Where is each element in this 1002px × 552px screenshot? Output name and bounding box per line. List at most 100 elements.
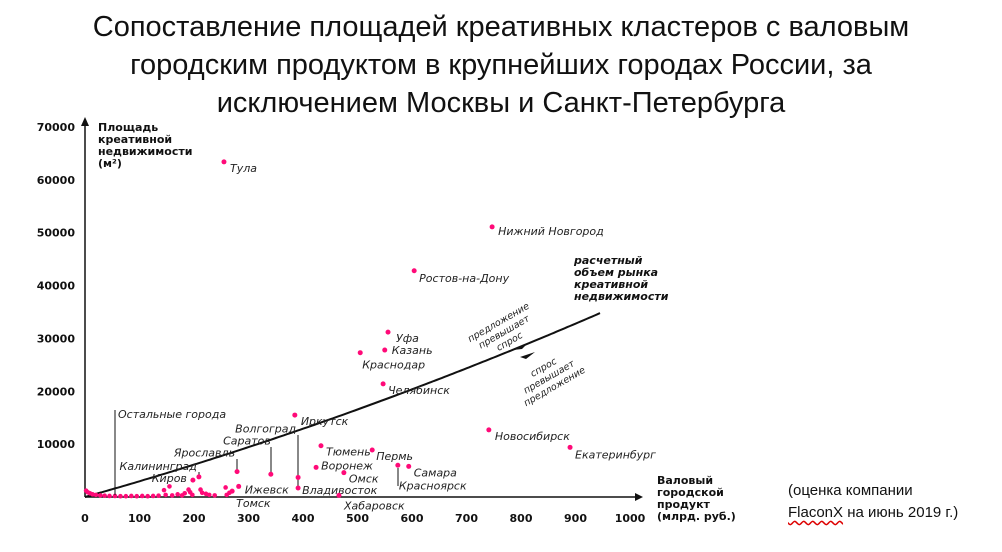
- x-axis-label: продукт: [657, 498, 711, 511]
- note-brand: FlaconX: [788, 504, 844, 521]
- city-point: [295, 485, 301, 491]
- city-label: Иркутск: [301, 415, 349, 428]
- y-tick-label: 60000: [37, 174, 76, 187]
- other-cities-label: Остальные города: [118, 408, 226, 421]
- y-tick-label: 70000: [37, 121, 76, 134]
- other-city-point: [156, 493, 161, 498]
- other-city-point: [150, 493, 156, 499]
- city-point: [234, 469, 240, 475]
- city-point: [196, 474, 202, 480]
- city-point: [295, 474, 301, 480]
- city-label: Ярославль: [173, 447, 235, 460]
- city-point: [369, 447, 375, 453]
- city-label: Тюмень: [326, 446, 371, 459]
- city-label: Омск: [349, 473, 379, 486]
- other-city-point: [139, 493, 145, 499]
- other-city-point: [175, 492, 180, 497]
- other-city-point: [129, 493, 134, 499]
- city-label: Екатеринбург: [575, 448, 656, 461]
- other-city-point: [145, 493, 150, 499]
- other-city-point: [102, 493, 107, 498]
- city-point: [357, 350, 363, 356]
- x-axis-arrow: [635, 493, 643, 501]
- other-city-point: [223, 485, 228, 490]
- other-city-point: [97, 493, 103, 498]
- other-city-point: [199, 490, 205, 496]
- market-volume-curve: [84, 312, 601, 498]
- chart-title: Сопоставление площадей креативных класте…: [0, 8, 1002, 122]
- other-city-point: [107, 493, 112, 499]
- y-tick-label: 30000: [37, 332, 76, 345]
- city-label: Пермь: [376, 450, 413, 463]
- source-note: (оценка компании FlaconX на июнь 2019 г.…: [788, 480, 958, 524]
- x-tick-label: 200: [183, 512, 206, 525]
- y-axis-label: Площадь: [98, 121, 158, 134]
- note-line-2: на июнь 2019 г.): [843, 504, 959, 521]
- city-label: Уфа: [396, 332, 419, 345]
- y-tick-label: 20000: [37, 385, 76, 398]
- city-point: [318, 443, 324, 449]
- city-label: Хабаровск: [343, 499, 405, 512]
- other-city-point: [182, 491, 188, 496]
- city-point: [229, 488, 235, 494]
- y-tick-label: 50000: [37, 227, 76, 240]
- city-point: [411, 268, 417, 274]
- x-tick-label: 400: [292, 512, 315, 525]
- city-point: [382, 347, 388, 353]
- x-axis-label: Валовый: [657, 474, 713, 487]
- x-axis-label: городской: [657, 486, 724, 499]
- other-city-point: [112, 493, 118, 499]
- y-axis-label: недвижимости: [98, 145, 192, 158]
- city-point: [313, 464, 319, 470]
- x-tick-label: 300: [237, 512, 260, 525]
- title-line: исключением Москвы и Санкт-Петербурга: [216, 87, 786, 119]
- city-point: [380, 381, 386, 387]
- x-tick-label: 100: [128, 512, 151, 525]
- city-label: Краснодар: [362, 359, 425, 372]
- arrow-down-icon: [520, 352, 535, 359]
- y-axis-label: (м²): [98, 157, 122, 170]
- city-point: [567, 444, 573, 450]
- city-label: Самара: [414, 466, 457, 479]
- city-point: [341, 470, 347, 476]
- city-label: Казань: [392, 344, 433, 357]
- x-tick-label: 500: [346, 512, 369, 525]
- city-label: Новосибирск: [495, 430, 570, 443]
- other-city-point: [118, 493, 123, 499]
- city-label: Томск: [236, 497, 271, 510]
- other-city-point: [206, 492, 212, 498]
- title-line: городским продуктом в крупнейших городах…: [130, 49, 872, 81]
- arrow-up-icon: [513, 343, 528, 350]
- other-city-point: [169, 493, 175, 498]
- y-tick-label: 40000: [37, 280, 76, 293]
- city-label: Калининград: [120, 460, 197, 473]
- city-point: [268, 471, 274, 477]
- city-point: [292, 412, 298, 418]
- y-tick-label: 10000: [37, 438, 76, 451]
- city-label: Воронеж: [321, 459, 373, 472]
- other-city-point: [190, 492, 195, 498]
- x-tick-label: 700: [455, 512, 478, 525]
- other-city-point: [161, 487, 167, 493]
- city-point: [395, 462, 401, 468]
- city-label: Саратов: [223, 434, 271, 447]
- city-point: [336, 492, 342, 498]
- x-tick-label: 600: [401, 512, 424, 525]
- title-line: Сопоставление площадей креативных класте…: [92, 11, 910, 43]
- city-point: [190, 477, 196, 483]
- other-city-point: [123, 493, 129, 499]
- x-tick-label: 900: [564, 512, 587, 525]
- other-city-point: [163, 492, 168, 498]
- city-label: Ижевск: [245, 483, 289, 496]
- other-city-point: [134, 493, 140, 499]
- city-label: Челябинск: [388, 384, 450, 397]
- city-point: [406, 463, 412, 469]
- other-city-point: [212, 493, 218, 498]
- city-label: Ростов-на-Дону: [419, 272, 509, 285]
- curve-label: расчетный: [573, 254, 643, 267]
- city-label: Тула: [230, 162, 257, 175]
- city-label: Нижний Новгород: [498, 225, 604, 238]
- city-point: [486, 427, 492, 433]
